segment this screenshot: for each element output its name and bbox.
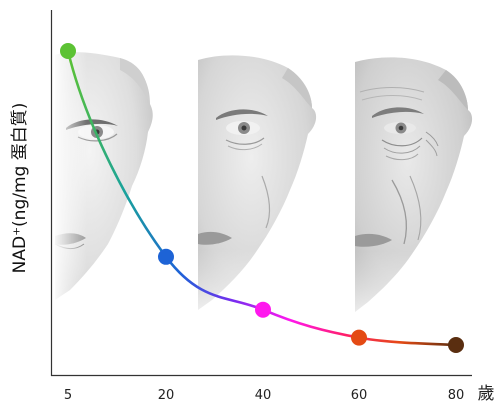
face-young-image [52, 52, 153, 332]
data-point-80 [448, 337, 464, 353]
x-tick-label: 60 [351, 388, 368, 403]
data-point-40 [255, 301, 271, 318]
data-point-60 [351, 329, 367, 346]
data-points [60, 43, 464, 353]
data-point-20 [158, 248, 174, 265]
face-middle-aged-image [196, 55, 317, 330]
x-tick-label: 5 [64, 388, 72, 403]
data-point-5 [60, 43, 76, 59]
x-tick-labels: 5 20 40 60 80 [64, 388, 464, 403]
x-tick-label: 40 [255, 388, 272, 403]
x-tick-label: 80 [448, 388, 465, 403]
x-unit-label: 歲 [478, 384, 495, 404]
face-elderly-image [353, 57, 478, 332]
x-tick-label: 20 [158, 388, 175, 403]
y-axis-label: NAD⁺(ng/mg 蛋白質) [10, 103, 30, 274]
nad-curve [66, 49, 458, 347]
